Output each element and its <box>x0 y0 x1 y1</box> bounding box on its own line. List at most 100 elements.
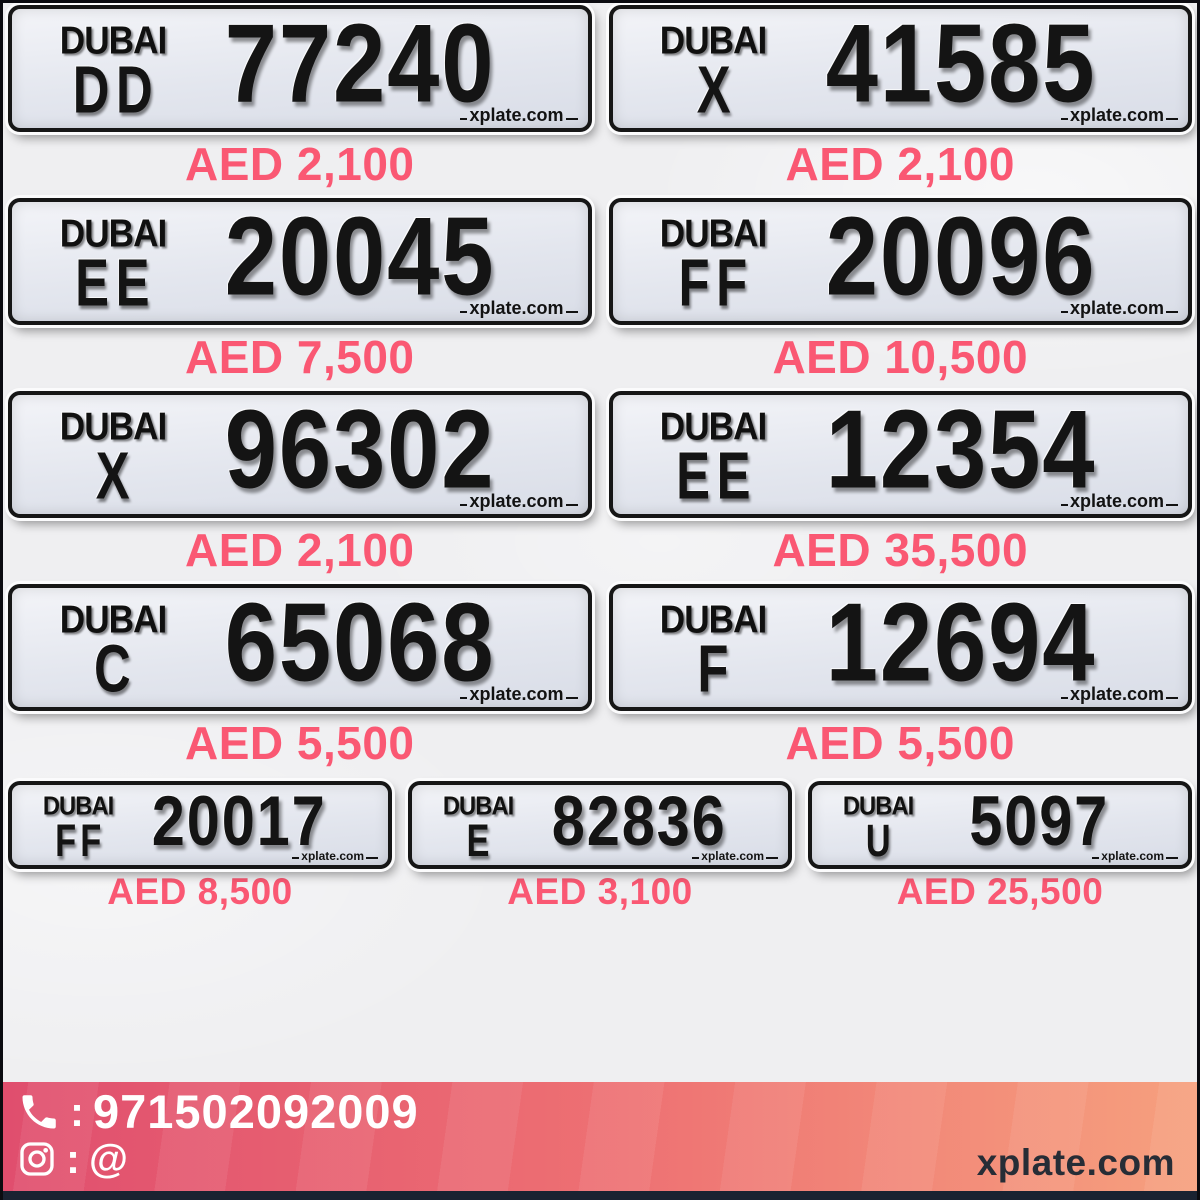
dubai-logo: DUBAI <box>442 791 514 821</box>
license-plate: DUBAI X 96302 xplate.com <box>8 388 592 518</box>
plate-watermark: xplate.com <box>1092 849 1178 863</box>
listing-card: DUBAI EE 12354 xplate.com AED 35,500 <box>608 388 1192 582</box>
price-label: AED 2,100 <box>184 138 415 190</box>
price-label: AED 8,500 <box>107 871 293 912</box>
plate-left-section: DUBAI FF <box>27 791 129 863</box>
plate-code: EE <box>676 438 757 514</box>
phone-number: 971502092009 <box>93 1085 419 1138</box>
plate-number: 20017 <box>152 781 327 861</box>
plate-code: FF <box>678 245 755 321</box>
footer-site-name: xplate.com <box>976 1142 1175 1183</box>
plate-watermark: xplate.com <box>1061 684 1178 705</box>
license-plate: DUBAI C 65068 xplate.com <box>8 581 592 711</box>
plate-watermark: xplate.com <box>692 849 778 863</box>
plate-left-section: DUBAI C <box>35 597 190 707</box>
listing-card: DUBAI U 5097 xplate.com AED 25,500 <box>808 779 1192 915</box>
dubai-logo: DUBAI <box>59 597 167 641</box>
contact-block: : 971502092009 : @ <box>17 1087 419 1180</box>
plate-watermark: xplate.com <box>460 298 577 319</box>
plate-code: X <box>95 438 137 514</box>
plate-watermark: xplate.com <box>292 849 378 863</box>
license-plate: DUBAI FF 20017 xplate.com <box>8 781 392 869</box>
plate-left-section: DUBAI U <box>827 791 929 863</box>
license-plate: DUBAI F 12694 xplate.com <box>608 581 1192 711</box>
listing-card: DUBAI C 65068 xplate.com AED 5,500 <box>8 581 592 775</box>
plate-watermark: xplate.com <box>460 491 577 512</box>
listing-card: DUBAI DD 77240 xplate.com AED 2,100 <box>8 3 592 196</box>
license-plate: DUBAI EE 12354 xplate.com <box>608 388 1192 518</box>
large-plates-grid: DUBAI DD 77240 xplate.com AED 2,100 DUBA… <box>3 3 1197 775</box>
listing-card: DUBAI X 96302 xplate.com AED 2,100 <box>8 388 592 582</box>
phone-separator: : <box>70 1087 84 1135</box>
price-label: AED 5,500 <box>785 717 1015 769</box>
plate-number: 41585 <box>825 2 1096 126</box>
plate-left-section: DUBAI EE <box>35 211 190 321</box>
plate-code: DD <box>72 52 160 128</box>
dubai-logo: DUBAI <box>42 791 114 821</box>
price-label: AED 5,500 <box>184 717 415 769</box>
license-plate: DUBAI EE 20045 xplate.com <box>8 195 592 325</box>
plate-left-section: DUBAI X <box>35 404 190 514</box>
dubai-logo: DUBAI <box>842 791 914 821</box>
instagram-separator: : <box>66 1135 80 1183</box>
plate-watermark: xplate.com <box>460 105 577 126</box>
plate-code: U <box>865 815 895 867</box>
plate-number: 20045 <box>224 195 496 319</box>
small-plates-grid: DUBAI FF 20017 xplate.com AED 8,500 DUBA… <box>3 779 1197 915</box>
plate-number: 12354 <box>825 388 1096 512</box>
price-label: AED 2,100 <box>184 524 415 576</box>
dubai-logo: DUBAI <box>659 404 768 448</box>
price-label: AED 3,100 <box>507 871 693 912</box>
license-plate: DUBAI FF 20096 xplate.com <box>608 195 1192 325</box>
dubai-logo: DUBAI <box>659 211 768 255</box>
plate-code: F <box>697 631 736 707</box>
instagram-icon <box>17 1139 57 1179</box>
plate-left-section: DUBAI FF <box>636 211 791 321</box>
dubai-logo: DUBAI <box>59 18 167 62</box>
plate-watermark: xplate.com <box>460 684 577 705</box>
listing-card: DUBAI FF 20017 xplate.com AED 8,500 <box>8 779 392 915</box>
dubai-logo: DUBAI <box>59 211 167 255</box>
plate-number: 96302 <box>224 388 496 512</box>
license-plate: DUBAI DD 77240 xplate.com <box>8 2 592 132</box>
footer-bar: : 971502092009 : @ xplate.com <box>3 1082 1197 1200</box>
plate-code: X <box>696 52 737 128</box>
dubai-logo: DUBAI <box>59 404 167 448</box>
plate-number: 65068 <box>224 581 496 705</box>
license-plate: DUBAI U 5097 xplate.com <box>808 781 1192 869</box>
footer-gradient <box>3 1082 1197 1191</box>
plate-watermark: xplate.com <box>1061 491 1178 512</box>
license-plate: DUBAI E 82836 xplate.com <box>408 781 792 869</box>
instagram-handle: @ <box>89 1137 129 1182</box>
listing-card: DUBAI FF 20096 xplate.com AED 10,500 <box>608 195 1192 389</box>
plate-code: E <box>466 815 494 867</box>
listing-card: DUBAI F 12694 xplate.com AED 5,500 <box>608 581 1192 775</box>
bottom-strip <box>3 1191 1197 1200</box>
listing-card: DUBAI X 41585 xplate.com AED 2,100 <box>608 2 1192 196</box>
plate-number: 20096 <box>825 195 1096 319</box>
phone-icon <box>17 1090 61 1134</box>
price-label: AED 35,500 <box>772 524 1029 576</box>
plate-left-section: DUBAI X <box>636 18 791 128</box>
price-label: AED 2,100 <box>785 138 1015 190</box>
plate-watermark: xplate.com <box>1061 298 1178 319</box>
plate-number: 77240 <box>224 2 496 126</box>
plate-code: EE <box>75 245 157 321</box>
plate-left-section: DUBAI DD <box>35 18 190 128</box>
listing-card: DUBAI E 82836 xplate.com AED 3,100 <box>408 779 792 915</box>
dubai-logo: DUBAI <box>659 597 768 641</box>
instagram-line: : @ <box>17 1138 419 1180</box>
price-label: AED 7,500 <box>184 331 415 383</box>
plate-code: C <box>94 631 138 707</box>
dubai-logo: DUBAI <box>659 18 768 62</box>
license-plate: DUBAI X 41585 xplate.com <box>608 2 1192 132</box>
plate-left-section: DUBAI EE <box>636 404 791 514</box>
plate-code: FF <box>54 815 105 867</box>
price-label: AED 25,500 <box>896 871 1104 912</box>
price-label: AED 10,500 <box>772 331 1029 383</box>
listing-card: DUBAI EE 20045 xplate.com AED 7,500 <box>8 195 592 389</box>
phone-line: : 971502092009 <box>17 1087 419 1136</box>
plate-left-section: DUBAI E <box>427 791 529 863</box>
plate-number: 12694 <box>825 581 1096 705</box>
